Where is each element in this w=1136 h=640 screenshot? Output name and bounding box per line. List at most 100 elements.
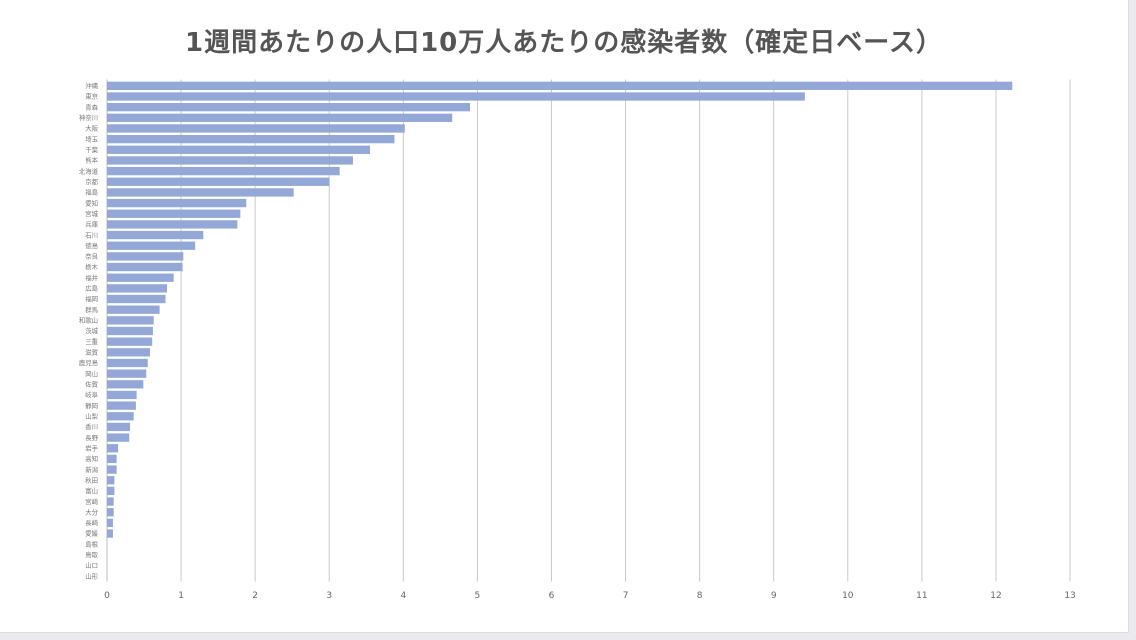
category-label: 三重	[85, 338, 98, 346]
bar	[107, 454, 117, 464]
category-label: 福井	[85, 273, 98, 282]
category-label: 大阪	[85, 124, 98, 133]
bar	[107, 124, 405, 133]
bar	[107, 444, 119, 453]
category-label: 奈良	[85, 252, 98, 261]
category-label: 香川	[85, 422, 98, 431]
bar	[107, 305, 160, 314]
bar	[107, 102, 470, 112]
category-label: 石川	[85, 231, 98, 239]
category-label: 愛媛	[85, 529, 98, 538]
category-label: 福島	[85, 188, 98, 197]
category-label: 滋賀	[85, 348, 98, 357]
category-label: 北海道	[79, 166, 99, 175]
category-label: 熊本	[85, 156, 98, 165]
bar	[107, 497, 114, 506]
bar	[107, 166, 340, 176]
bar	[107, 369, 147, 378]
category-label: 山口	[85, 561, 98, 570]
x-tick-label: 7	[623, 591, 629, 601]
category-label: 埼玉	[85, 134, 98, 143]
x-tick-label: 0	[104, 591, 110, 601]
category-label: 新潟	[85, 465, 98, 474]
x-tick-label: 12	[990, 591, 1001, 601]
bar	[107, 422, 130, 432]
category-label: 長野	[85, 434, 98, 442]
bar	[107, 390, 137, 400]
category-label: 徳島	[85, 241, 98, 250]
category-label: 和歌山	[79, 316, 98, 325]
bar	[107, 241, 196, 250]
bar	[107, 92, 805, 101]
category-label: 青森	[85, 102, 98, 111]
x-tick-label: 8	[697, 591, 703, 601]
x-tick-label: 13	[1064, 591, 1075, 601]
bar	[107, 284, 168, 293]
x-tick-label: 10	[842, 591, 854, 601]
category-label: 岡山	[85, 369, 98, 378]
category-label: 鹿児島	[79, 358, 99, 367]
category-label: 大分	[85, 507, 98, 516]
x-tick-label: 6	[549, 591, 555, 601]
category-label: 群馬	[85, 305, 98, 314]
category-label: 福岡	[85, 294, 98, 303]
bar	[107, 412, 134, 421]
category-label: 静岡	[85, 401, 98, 410]
category-label: 茨城	[85, 326, 98, 335]
bar	[107, 252, 184, 261]
category-label: 沖縄	[85, 81, 98, 90]
bar	[107, 358, 148, 368]
category-label: 東京	[85, 92, 98, 101]
bar	[107, 433, 130, 442]
category-label: 秋田	[85, 475, 98, 484]
category-label: 岩手	[85, 443, 98, 452]
category-label: 宮城	[85, 209, 98, 218]
bar	[107, 316, 154, 325]
category-label: 佐賀	[85, 379, 98, 388]
bar	[107, 486, 115, 496]
category-label: 栃木	[85, 262, 98, 271]
bar	[107, 188, 294, 197]
bar	[107, 198, 247, 208]
bar	[107, 348, 150, 357]
category-label: 兵庫	[85, 220, 98, 229]
x-tick-labels: 0 1 2 3 4 5 6 7 8 9 10 11 12 13	[104, 591, 1076, 601]
x-tick-label: 4	[400, 591, 406, 601]
bar	[107, 262, 183, 272]
category-label: 愛知	[85, 198, 98, 207]
category-label: 島根	[85, 539, 98, 548]
bar	[107, 294, 166, 304]
bar	[107, 220, 238, 229]
chart-title: 1週間あたりの人口10万人あたりの感染者数（確定日ベース）	[185, 28, 943, 58]
bar	[107, 156, 353, 165]
category-label: 山形	[85, 571, 98, 580]
bar	[107, 518, 113, 528]
category-label: 神奈川	[79, 113, 98, 122]
bar	[107, 401, 136, 410]
bar	[107, 113, 453, 122]
x-tick-label: 3	[326, 591, 332, 601]
category-label: 宮崎	[85, 497, 98, 506]
bar	[107, 380, 144, 389]
category-label: 山梨	[85, 411, 98, 420]
bar	[107, 81, 1013, 90]
x-tick-label: 5	[475, 591, 481, 601]
bar	[107, 326, 153, 336]
bar	[107, 145, 370, 154]
bar	[107, 230, 204, 240]
category-label: 長崎	[85, 518, 98, 527]
bar	[107, 337, 153, 346]
category-label: 京都	[85, 177, 98, 186]
category-label: 広島	[85, 284, 98, 293]
category-label: 鳥取	[85, 550, 98, 559]
x-tick-label: 11	[916, 591, 927, 601]
category-labels: 沖縄東京青森神奈川大阪埼玉千葉熊本北海道京都福島愛知宮城兵庫石川徳島奈良栃木福井…	[79, 81, 99, 580]
bar	[107, 134, 395, 144]
bar	[107, 177, 330, 186]
x-tick-label: 9	[771, 591, 777, 601]
x-tick-label: 2	[252, 591, 258, 601]
category-label: 富山	[85, 486, 98, 495]
bar	[107, 209, 241, 218]
